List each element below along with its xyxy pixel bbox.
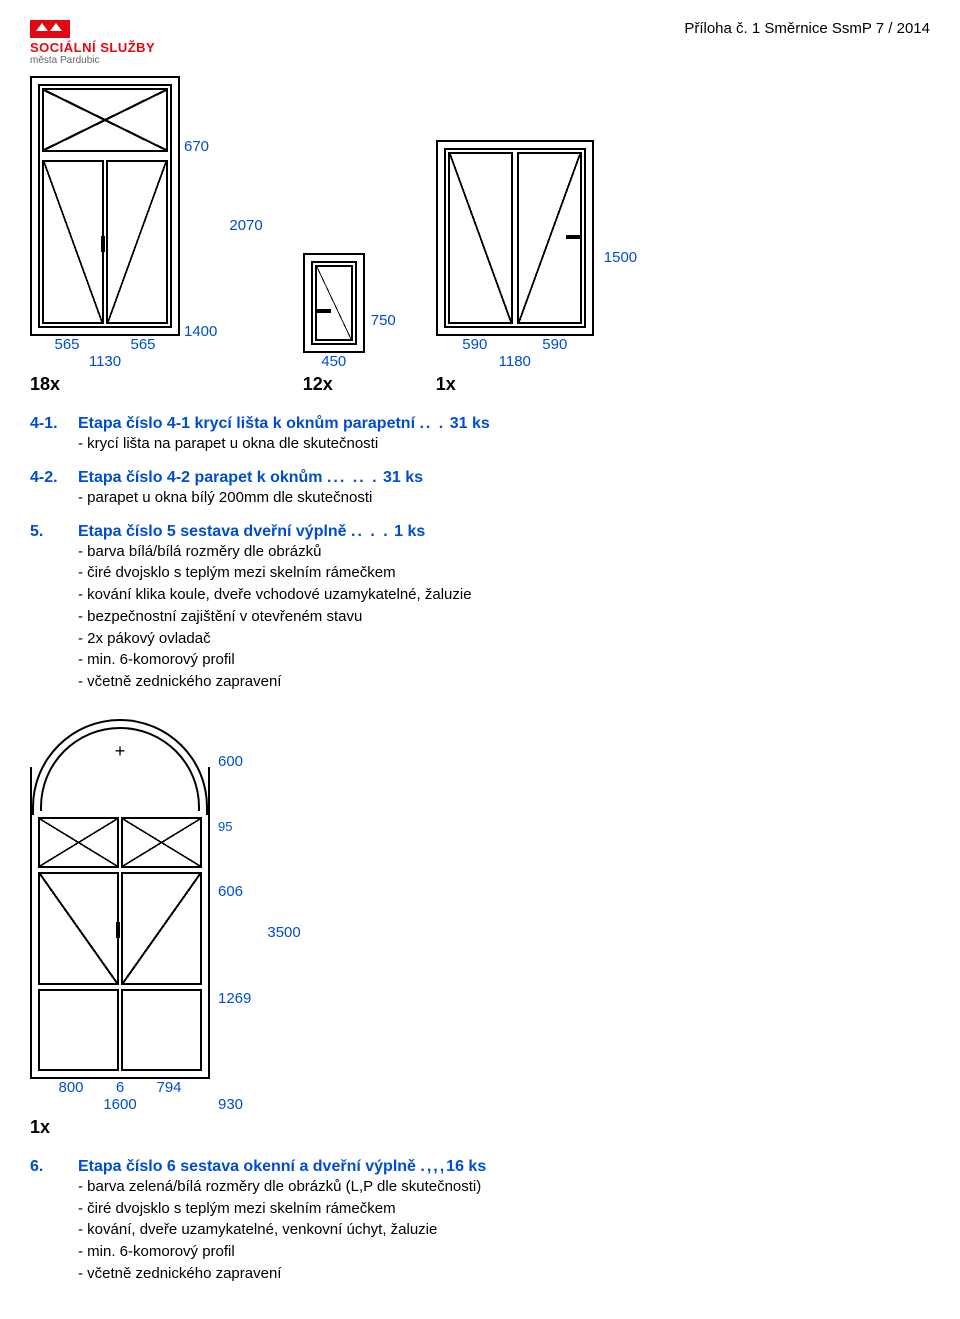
section-4-1: 4-1. Etapa číslo 4-1 krycí lišta k oknům… bbox=[30, 415, 930, 455]
fig-count: 12x bbox=[303, 374, 333, 395]
doc-title: Příloha č. 1 Směrnice SsmP 7 / 2014 bbox=[684, 20, 930, 37]
figure-row-1: 565565 1130 670 1400 2070 18x bbox=[30, 76, 930, 395]
line: 2x pákový ovladač bbox=[78, 628, 930, 650]
section-body: krycí lišta na parapet u okna dle skuteč… bbox=[78, 433, 930, 455]
section-title: Etapa číslo 4-2 parapet k oknům bbox=[78, 469, 323, 486]
section-qty: 31 ks bbox=[450, 415, 490, 432]
section-5: 5. Etapa číslo 5 sestava dveřní výplně .… bbox=[30, 523, 930, 693]
dim: 1269 bbox=[218, 990, 251, 1007]
dim: 590 bbox=[436, 336, 514, 353]
dim: 1130 bbox=[30, 353, 180, 370]
section-qty: 1 ks bbox=[394, 523, 425, 540]
section-num: 4-2. bbox=[30, 469, 70, 487]
dim: 600 bbox=[218, 753, 251, 770]
section-body: barva bílá/bílá rozměry dle obrázků čiré… bbox=[78, 541, 930, 693]
dim: 6 bbox=[114, 1079, 126, 1096]
section-num: 5. bbox=[30, 523, 70, 541]
dots: .. . . bbox=[351, 523, 390, 540]
logo-icon bbox=[30, 20, 70, 38]
section-title: Etapa číslo 5 sestava dveřní výplně bbox=[78, 523, 347, 540]
dim: 930 bbox=[218, 1096, 251, 1113]
line: krycí lišta na parapet u okna dle skuteč… bbox=[78, 433, 930, 455]
line: kování, dveře uzamykatelné, venkovní úch… bbox=[78, 1219, 930, 1241]
window-diagram-3: 590590 1180 1500 1x bbox=[436, 140, 637, 395]
dim: 750 bbox=[371, 312, 396, 329]
fig-count: 1x bbox=[436, 374, 456, 395]
dim: 450 bbox=[303, 353, 365, 370]
line: parapet u okna bílý 200mm dle skutečnost… bbox=[78, 487, 930, 509]
section-title: Etapa číslo 6 sestava okenní a dveřní vý… bbox=[78, 1158, 416, 1175]
dim: 565 bbox=[106, 336, 180, 353]
dim: 565 bbox=[30, 336, 104, 353]
dots: .. . bbox=[419, 415, 445, 432]
line: kování klika koule, dveře vchodové uzamy… bbox=[78, 584, 930, 606]
logo-line1: SOCIÁLNÍ SLUŽBY bbox=[30, 40, 155, 55]
logo-line2: města Pardubic bbox=[30, 55, 155, 66]
line: bezpečnostní zajištění v otevřeném stavu bbox=[78, 606, 930, 628]
section-title: Etapa číslo 4-1 krycí lišta k oknům para… bbox=[78, 415, 415, 432]
dim: 590 bbox=[516, 336, 594, 353]
dim: 1600 bbox=[30, 1096, 210, 1113]
dim: 1500 bbox=[604, 249, 637, 266]
dots: ... .. . bbox=[327, 469, 379, 486]
line: min. 6-komorový profil bbox=[78, 1241, 930, 1263]
figure-row-2: + bbox=[30, 753, 930, 1138]
page-header: SOCIÁLNÍ SLUŽBY města Pardubic Příloha č… bbox=[30, 20, 930, 66]
dim: 800 bbox=[30, 1079, 112, 1096]
section-num: 6. bbox=[30, 1158, 70, 1176]
section-num: 4-1. bbox=[30, 415, 70, 433]
dim: 95 bbox=[218, 819, 251, 834]
dots: .,,, bbox=[420, 1158, 446, 1175]
door-diagram: + bbox=[30, 753, 301, 1138]
dim: 670 bbox=[184, 138, 217, 155]
line: barva zelená/bílá rozměry dle obrázků (L… bbox=[78, 1176, 930, 1198]
section-4-2: 4-2. Etapa číslo 4-2 parapet k oknům ...… bbox=[30, 469, 930, 509]
window-diagram-2: 450 750 12x bbox=[303, 253, 396, 395]
dim: 3500 bbox=[267, 924, 300, 941]
dim: 2070 bbox=[229, 217, 262, 234]
line: čiré dvojsklo s teplým mezi skelním ráme… bbox=[78, 562, 930, 584]
section-body: barva zelená/bílá rozměry dle obrázků (L… bbox=[78, 1176, 930, 1285]
logo: SOCIÁLNÍ SLUŽBY města Pardubic bbox=[30, 20, 155, 66]
line: čiré dvojsklo s teplým mezi skelním ráme… bbox=[78, 1198, 930, 1220]
line: včetně zednického zapravení bbox=[78, 671, 930, 693]
line: včetně zednického zapravení bbox=[78, 1263, 930, 1285]
section-body: parapet u okna bílý 200mm dle skutečnost… bbox=[78, 487, 930, 509]
dim: 606 bbox=[218, 883, 251, 900]
dim: 794 bbox=[128, 1079, 210, 1096]
section-qty: 31 ks bbox=[383, 469, 423, 486]
dim: 1400 bbox=[184, 323, 217, 340]
window-diagram-1: 565565 1130 670 1400 2070 18x bbox=[30, 76, 263, 395]
line: min. 6-komorový profil bbox=[78, 649, 930, 671]
fig-count: 18x bbox=[30, 374, 60, 395]
section-qty: 16 ks bbox=[446, 1158, 486, 1175]
section-6: 6. Etapa číslo 6 sestava okenní a dveřní… bbox=[30, 1158, 930, 1285]
line: barva bílá/bílá rozměry dle obrázků bbox=[78, 541, 930, 563]
dim: 1180 bbox=[436, 353, 594, 370]
fig-count: 1x bbox=[30, 1117, 50, 1138]
